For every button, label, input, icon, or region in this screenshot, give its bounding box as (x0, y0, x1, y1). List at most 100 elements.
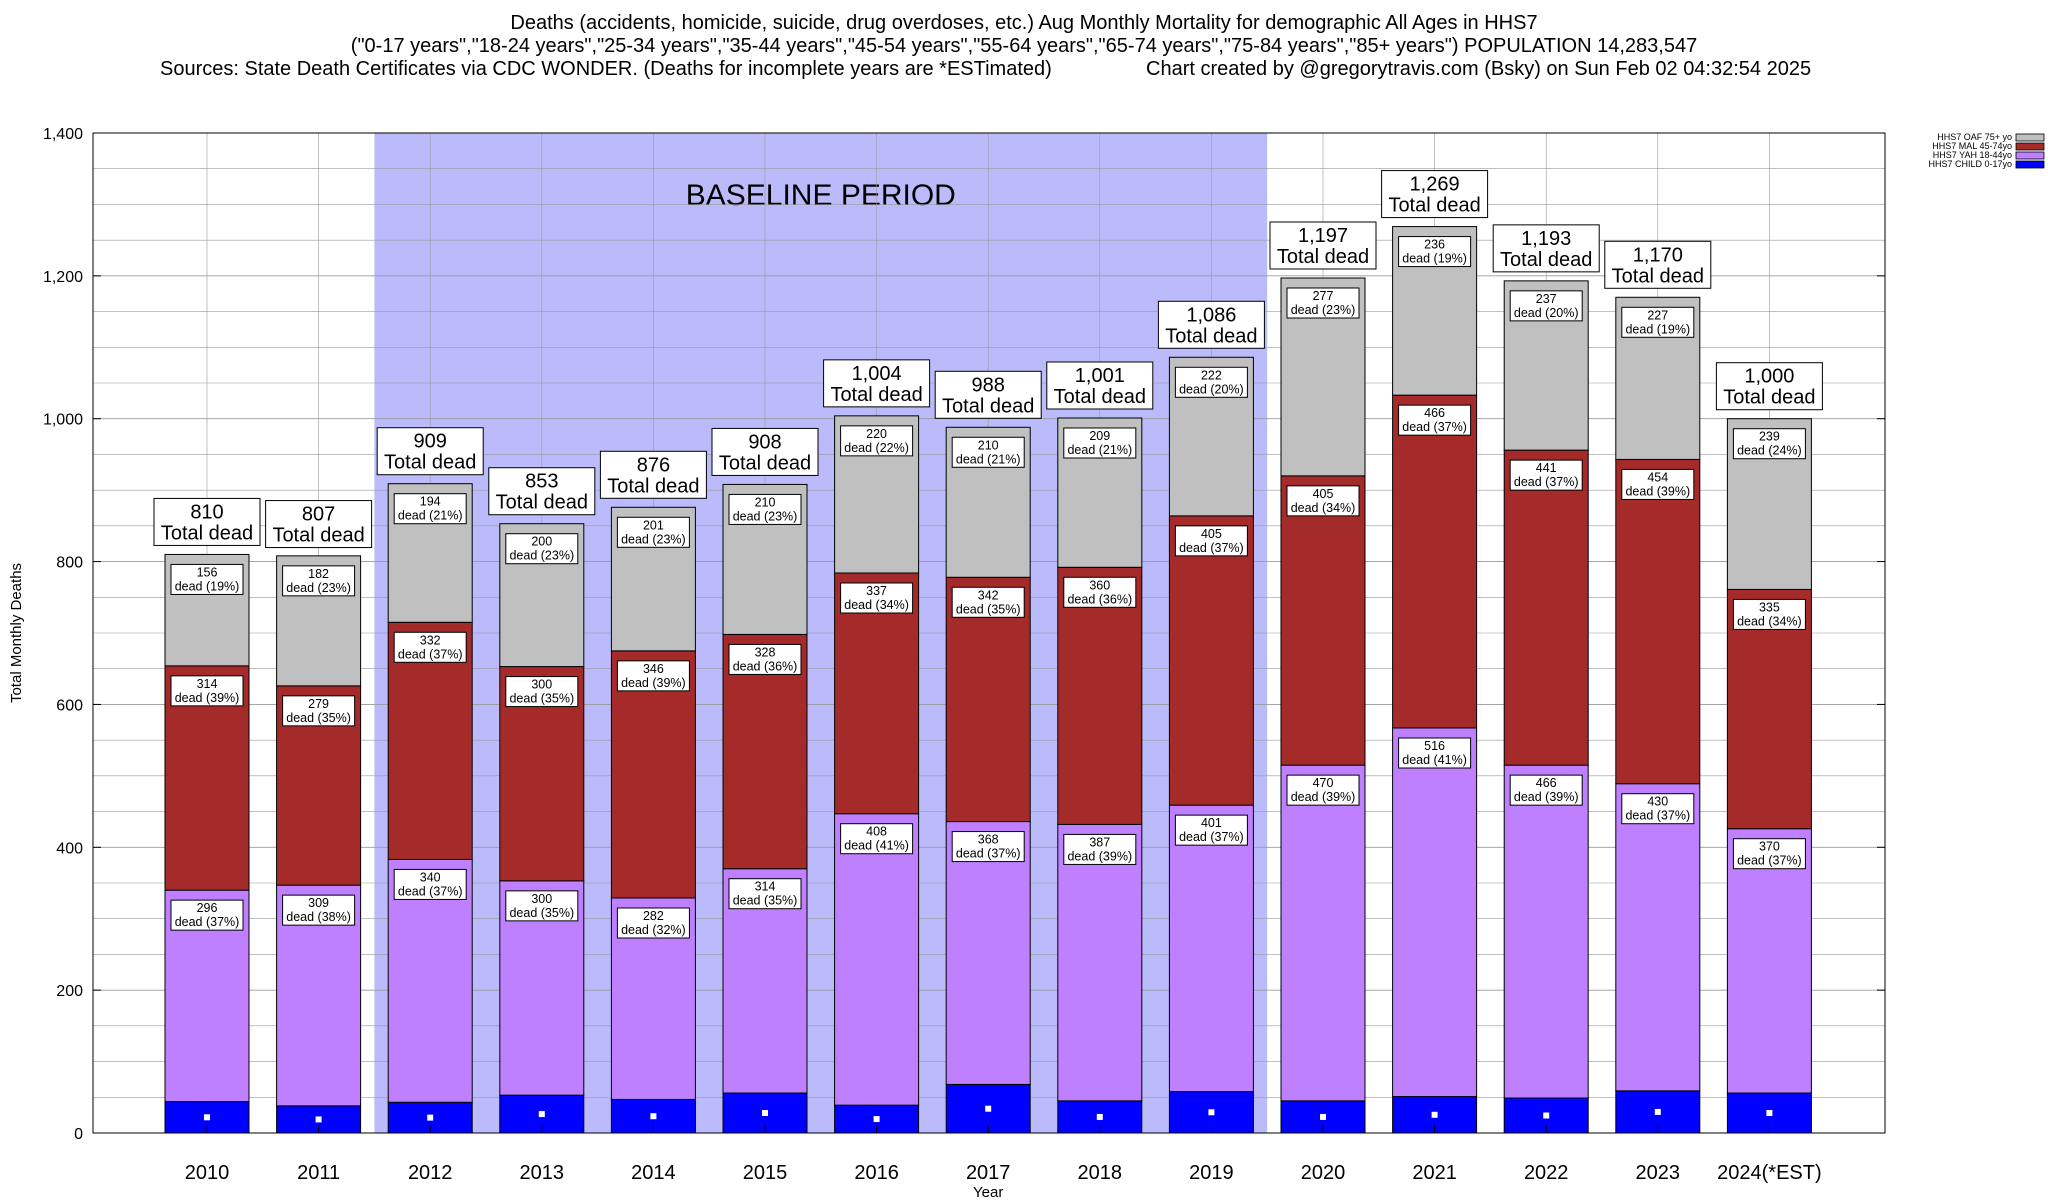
segment-value-label: 332 (420, 633, 441, 647)
segment-label-box (505, 890, 579, 922)
segment-pct-label: dead (23%) (1291, 303, 1356, 317)
total-suffix-label: Total dead (1277, 246, 1369, 268)
segment-label-box (728, 643, 802, 675)
segment-value-label: 296 (197, 901, 218, 915)
segment-label-box (1398, 236, 1472, 268)
segment-label-box (1174, 366, 1248, 398)
segment-value-label: 209 (1089, 429, 1110, 443)
segment-pct-label: dead (23%) (733, 509, 798, 523)
chart-header: Deaths (accidents, homicide, suicide, dr… (0, 12, 2048, 81)
total-suffix-label: Total dead (1612, 265, 1704, 287)
segment-value-label: 516 (1424, 739, 1445, 753)
segment-pct-label: dead (41%) (844, 839, 909, 853)
segment-pct-label: dead (19%) (175, 579, 240, 593)
segment-pct-label: dead (35%) (509, 906, 574, 920)
total-suffix-label: Total dead (1165, 325, 1257, 347)
x-tick-label: 2024(*EST) (1717, 1162, 1822, 1184)
segment-pct-label: dead (35%) (286, 711, 351, 725)
segment-pct-label: dead (37%) (956, 847, 1021, 861)
total-suffix-label: Total dead (719, 452, 811, 474)
x-tick-label: 2022 (1524, 1162, 1569, 1184)
x-axis-label: Year (973, 1184, 1003, 1200)
bar-point-marker (1431, 1111, 1438, 1118)
source-note: Sources: State Death Certificates via CD… (160, 58, 1052, 80)
segment-value-label: 314 (197, 677, 218, 691)
bar-segment (1280, 764, 1366, 1102)
segment-label-box (393, 631, 467, 663)
total-value-label: 807 (302, 504, 335, 526)
bar-segment (945, 821, 1031, 1085)
segment-label-box (840, 823, 914, 855)
segment-pct-label: dead (39%) (1514, 790, 1579, 804)
segment-label-box (1621, 793, 1695, 825)
segment-label-box (505, 676, 579, 708)
segment-label-box (1286, 287, 1360, 319)
segment-pct-label: dead (34%) (1737, 614, 1802, 628)
x-tick-label: 2014 (631, 1162, 676, 1184)
segment-value-label: 335 (1759, 600, 1780, 614)
bar-point-marker (1096, 1113, 1103, 1120)
segment-value-label: 337 (866, 584, 887, 598)
segment-value-label: 340 (420, 870, 441, 884)
segment-value-label: 401 (1201, 816, 1222, 830)
total-label-box (1269, 221, 1377, 270)
segment-label-box (170, 563, 244, 595)
segment-pct-label: dead (37%) (175, 915, 240, 929)
segment-value-label: 454 (1647, 470, 1668, 484)
segment-pct-label: dead (34%) (844, 598, 909, 612)
segment-label-box (1286, 485, 1360, 517)
bar-segment (1615, 458, 1701, 785)
total-suffix-label: Total dead (1500, 249, 1592, 271)
total-suffix-label: Total dead (161, 522, 253, 544)
segment-value-label: 182 (308, 567, 329, 581)
segment-label-box (951, 831, 1025, 863)
segment-label-box (616, 516, 690, 548)
segment-value-label: 466 (1424, 406, 1445, 420)
bar-point-marker (1654, 1108, 1661, 1115)
bar-point-marker (315, 1116, 322, 1123)
y-tick-label: 1,400 (43, 126, 83, 143)
segment-value-label: 236 (1424, 238, 1445, 252)
segment-value-label: 309 (308, 896, 329, 910)
segment-pct-label: dead (23%) (621, 532, 686, 546)
segment-pct-label: dead (24%) (1737, 444, 1802, 458)
segment-label-box (728, 878, 802, 910)
segment-pct-label: dead (35%) (509, 692, 574, 706)
y-tick-label: 800 (56, 555, 83, 572)
legend-label: HHS7 MAL 45-74yo (1932, 141, 2012, 151)
x-tick-label: 2021 (1412, 1162, 1457, 1184)
total-value-label: 1,004 (852, 363, 902, 385)
segment-pct-label: dead (39%) (621, 676, 686, 690)
segment-value-label: 466 (1536, 776, 1557, 790)
segment-pct-label: dead (35%) (956, 602, 1021, 616)
segment-label-box (1063, 576, 1137, 608)
total-value-label: 1,193 (1521, 228, 1571, 250)
bar-segment (834, 813, 920, 1106)
segment-label-box (393, 868, 467, 900)
total-label-box (1715, 362, 1823, 411)
segment-pct-label: dead (39%) (1625, 484, 1690, 498)
bar-segment (1392, 394, 1478, 729)
y-tick-label: 600 (56, 697, 83, 714)
segment-value-label: 220 (866, 427, 887, 441)
total-label-box (1046, 361, 1154, 410)
total-suffix-label: Total dead (1723, 387, 1815, 409)
segment-pct-label: dead (37%) (1514, 475, 1579, 489)
bar-segment (945, 576, 1031, 823)
total-label-box (153, 497, 261, 546)
x-tick-label: 2012 (408, 1162, 453, 1184)
segment-pct-label: dead (36%) (1067, 592, 1132, 606)
segment-pct-label: dead (35%) (733, 894, 798, 908)
segment-pct-label: dead (21%) (1067, 443, 1132, 457)
segment-value-label: 370 (1759, 840, 1780, 854)
segment-pct-label: dead (21%) (398, 509, 463, 523)
bar-point-marker (427, 1114, 434, 1121)
segment-label-box (170, 899, 244, 931)
total-label-box (711, 427, 819, 476)
bar-segment (610, 650, 696, 899)
segment-label-box (728, 493, 802, 525)
bar-segment (1726, 828, 1812, 1094)
segment-label-box (282, 565, 356, 597)
segment-value-label: 277 (1313, 289, 1334, 303)
